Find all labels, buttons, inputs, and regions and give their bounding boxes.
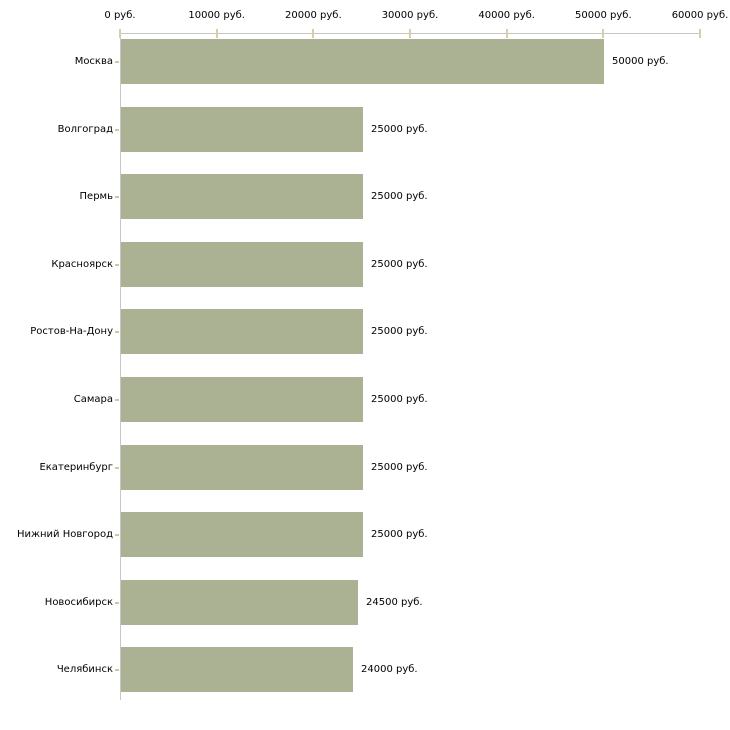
bar-value-label: 25000 руб. [371,259,428,270]
x-axis-tick-label: 20000 руб. [285,10,342,21]
category-label: Москва [74,56,113,67]
bar-value-label: 25000 руб. [371,394,428,405]
bar [121,377,363,422]
category-label: Красноярск [51,259,113,270]
category-tick [115,534,119,536]
y-axis-line [120,33,121,700]
bar-value-label: 24500 руб. [366,597,423,608]
category-label: Волгоград [57,124,113,135]
category-tick [115,669,119,671]
x-axis-tick [409,29,411,38]
x-axis-tick [215,29,218,38]
category-label: Челябинск [56,664,113,675]
category-label: Ростов-На-Дону [30,326,113,337]
category-tick [115,399,119,401]
x-axis-tick-label: 50000 руб. [575,10,632,21]
x-axis-tick [699,29,701,38]
bar-value-label: 25000 руб. [371,191,428,202]
bar [121,39,604,84]
bar [121,647,353,692]
category-tick [115,196,119,198]
x-axis-tick-label: 40000 руб. [478,10,535,21]
category-tick [115,61,119,63]
x-axis-tick [312,29,315,38]
bar [121,107,363,152]
bar-value-label: 25000 руб. [371,124,428,135]
x-axis-tick-label: 60000 руб. [671,10,729,21]
x-axis-tick [505,29,508,38]
bar-value-label: 24000 руб. [361,664,418,675]
bar-value-label: 25000 руб. [371,326,428,337]
x-axis-tick [602,29,605,38]
bar [121,445,363,490]
category-label: Екатеринбург [39,462,113,473]
x-axis-tick-label: 10000 руб. [188,10,245,21]
x-axis-tick-label: 30000 руб. [381,10,439,21]
category-tick [115,467,119,469]
category-label: Самара [73,394,113,405]
category-tick [115,331,119,333]
x-axis-tick-label: 0 руб. [104,10,136,21]
bar-value-label: 50000 руб. [612,56,669,67]
bar [121,174,363,219]
category-label: Новосибирск [44,597,113,608]
category-label: Нижний Новгород [16,529,113,540]
category-tick [115,602,119,604]
category-tick [115,129,119,131]
bar [121,309,363,354]
bar [121,242,363,287]
category-label: Пермь [79,191,113,202]
category-tick [115,264,119,266]
bar [121,580,358,625]
bar-value-label: 25000 руб. [371,462,428,473]
x-axis-tick [119,29,121,38]
bar [121,512,363,557]
bar-value-label: 25000 руб. [371,529,428,540]
